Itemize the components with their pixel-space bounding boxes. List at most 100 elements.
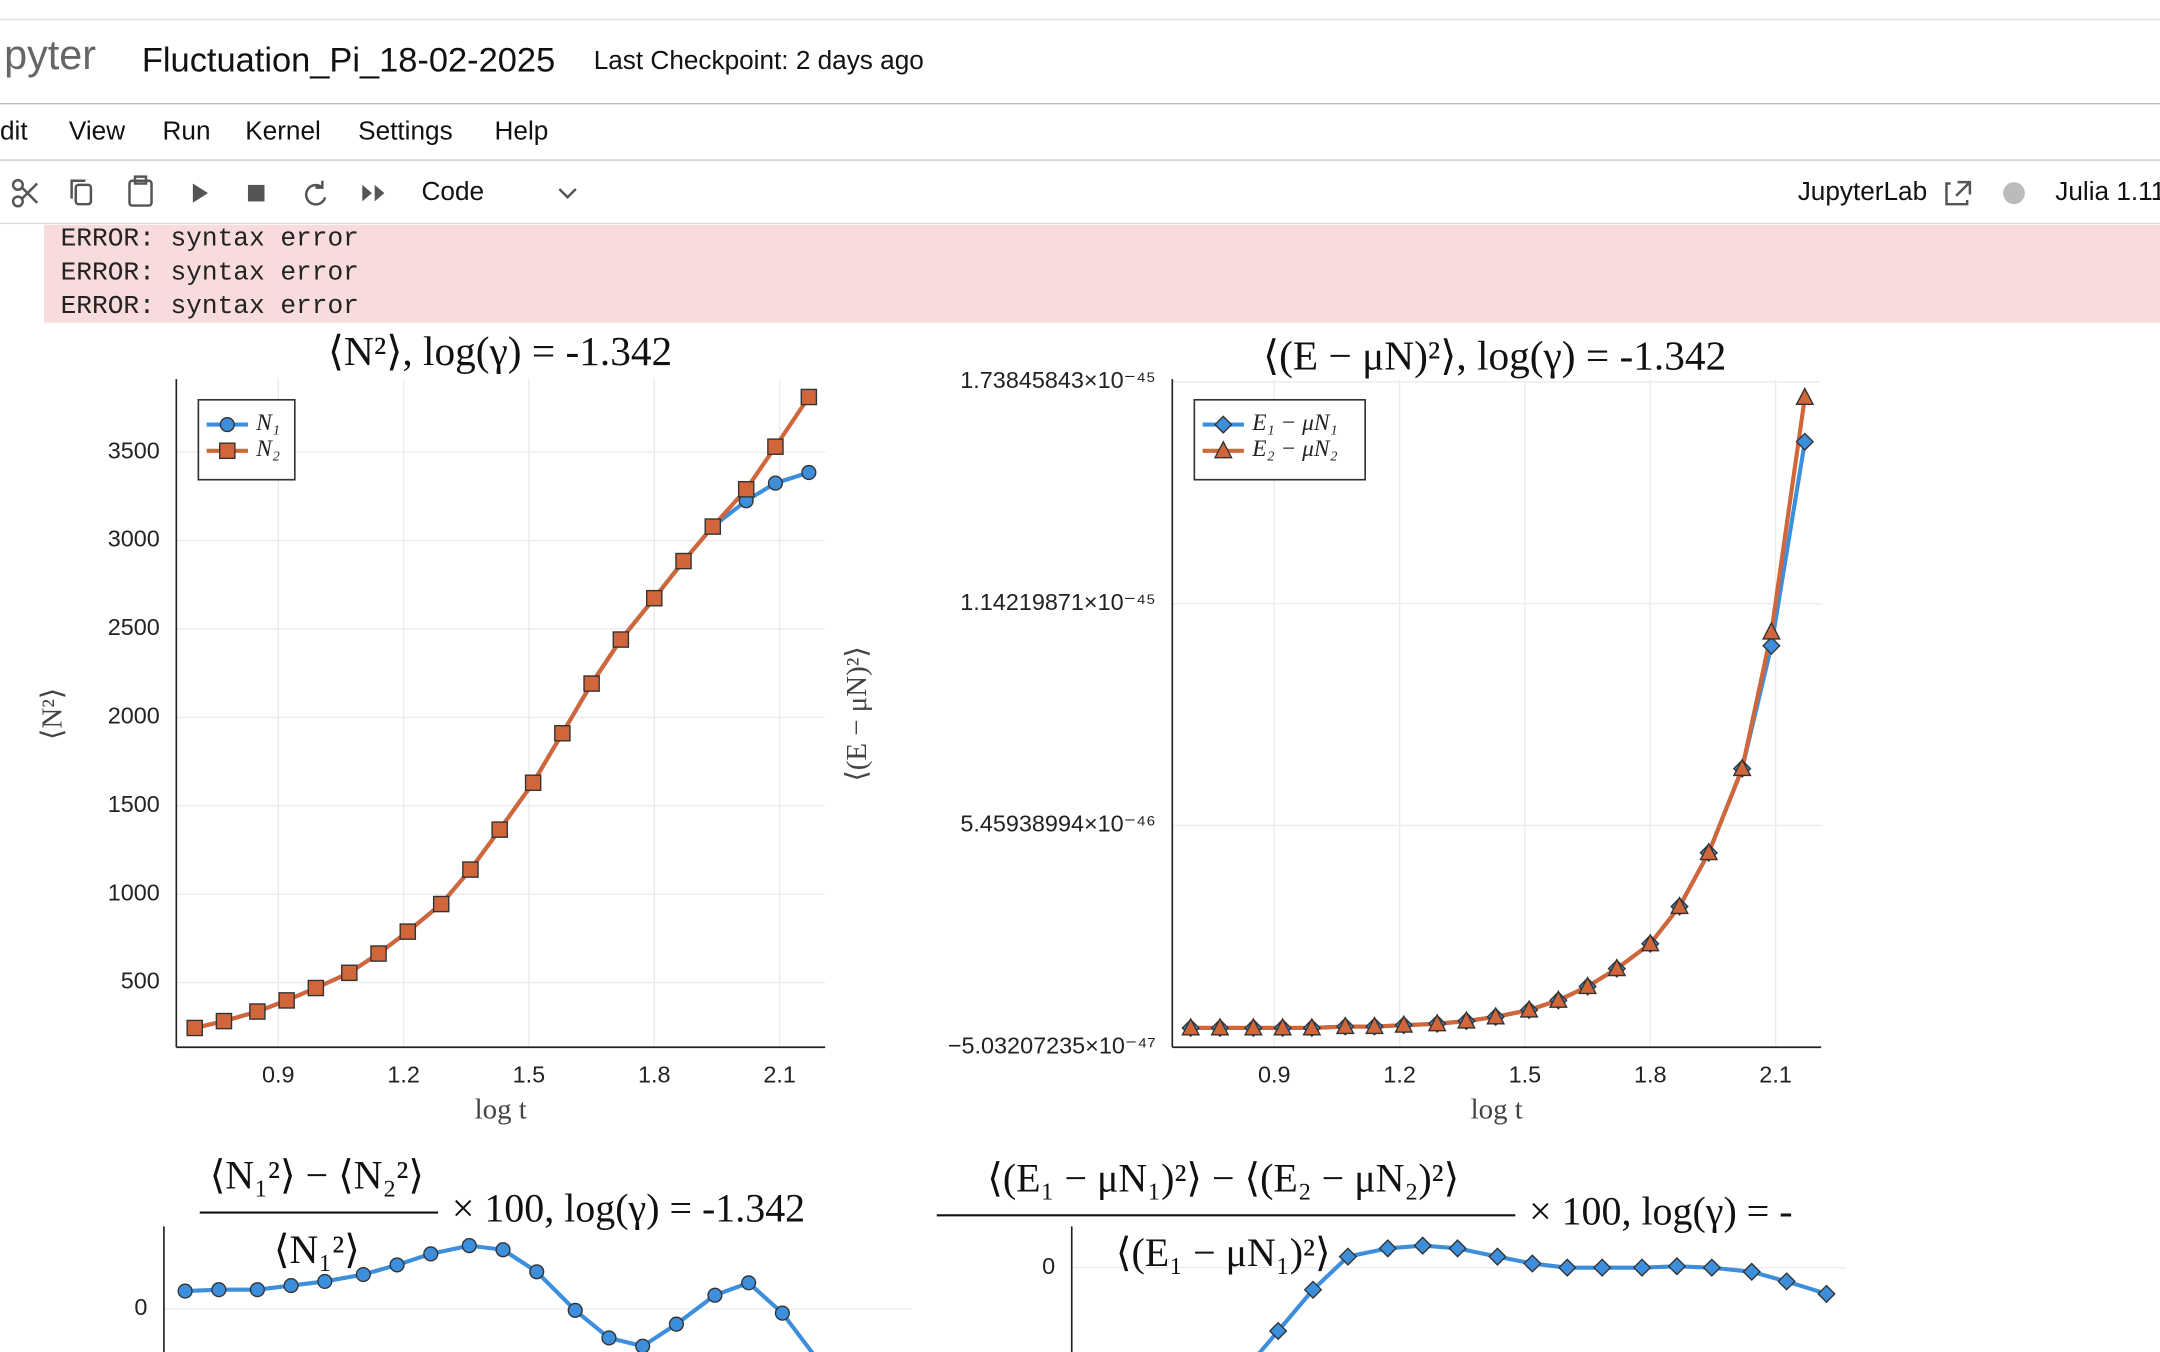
cut-button[interactable] [11, 178, 39, 208]
point [389, 1257, 405, 1273]
kernel-name[interactable]: Julia 1.11 [2055, 176, 2160, 206]
menu-item[interactable]: Settings [358, 115, 453, 145]
point [1632, 1258, 1652, 1277]
point [612, 631, 630, 648]
stop-button[interactable] [247, 184, 265, 202]
y-tick-label: 0 [1042, 1253, 1055, 1279]
point [1795, 432, 1815, 451]
point [491, 821, 508, 838]
point [1273, 1017, 1292, 1036]
menu-item[interactable]: Help [495, 115, 549, 145]
copy-button[interactable] [70, 179, 93, 206]
y-tick-label: 1500 [108, 791, 160, 817]
point [800, 388, 818, 406]
point [495, 1242, 511, 1258]
point [1762, 636, 1781, 656]
point [186, 1019, 203, 1037]
point [1732, 758, 1752, 777]
point [215, 1012, 233, 1030]
point [283, 1277, 299, 1294]
y-tick-label: 0 [134, 1294, 147, 1320]
point [1523, 1254, 1542, 1273]
title-denominator: ⟨(E₁ − μN₁)²⟩ [1116, 1230, 1331, 1275]
point [1795, 387, 1815, 406]
point [1427, 1013, 1447, 1032]
x-tick-label: 1.2 [387, 1061, 420, 1087]
chart-title: ⟨(E − μN)²⟩, log(γ) = -1.342 [1263, 332, 1726, 379]
y-tick-label: 2000 [108, 703, 160, 729]
point [567, 1302, 583, 1318]
point [249, 1003, 266, 1020]
y-tick-label: 1.73845843×10⁻⁴⁵ [960, 367, 1155, 393]
point [1667, 1257, 1687, 1276]
point [211, 1282, 227, 1298]
debugger-icon[interactable] [2003, 182, 2025, 205]
paste-button[interactable] [128, 175, 153, 207]
point [554, 724, 571, 742]
point [249, 1282, 265, 1298]
run-button[interactable] [192, 183, 209, 203]
point [1777, 1272, 1796, 1291]
point [1578, 976, 1597, 995]
point [1268, 1321, 1288, 1341]
point [462, 861, 479, 878]
legend-marker [219, 417, 235, 433]
point [583, 675, 600, 692]
run-all-button[interactable] [362, 184, 385, 202]
point [1448, 1239, 1467, 1258]
x-axis-label: log t [1471, 1094, 1523, 1126]
point [741, 1275, 757, 1291]
point [1607, 958, 1627, 977]
jupyterlab-link[interactable]: JupyterLab [1798, 176, 1927, 206]
legend-label: E₁ − μN₁ [1251, 410, 1337, 436]
dropdown-arrow[interactable] [558, 188, 577, 200]
checkpoint: Last Checkpoint: 2 days ago [594, 45, 924, 75]
y-axis-label: ⟨N²⟩ [37, 688, 69, 740]
y-tick-label: 3000 [108, 526, 160, 552]
menu-item[interactable]: Kernel [245, 115, 321, 145]
notebook-title[interactable]: Fluctuation_Pi_18-02-2025 [142, 41, 555, 79]
point [341, 964, 358, 982]
menu-item[interactable]: View [69, 115, 125, 145]
chart: 0.9 1.2 1.5 1.8 2.1 500 1000 1500 2000 2500 3000 35… [37, 328, 826, 1126]
cell-type[interactable]: Code [422, 176, 485, 206]
logo[interactable]: pyter [4, 32, 96, 78]
y-tick-label: 2500 [108, 614, 160, 640]
x-axis-label: log t [475, 1094, 527, 1126]
point [1742, 1262, 1761, 1282]
point [1243, 1017, 1263, 1036]
y-tick-label: −5.03207235×10⁻⁴⁷ [948, 1032, 1156, 1058]
point [1457, 1010, 1476, 1029]
external-link-icon[interactable] [1945, 180, 1972, 206]
point [1365, 1016, 1384, 1035]
point [399, 923, 417, 940]
x-tick-label: 2.1 [763, 1061, 796, 1087]
x-tick-label: 2.1 [1759, 1061, 1792, 1087]
menu-item[interactable]: dit [0, 115, 28, 145]
point [1762, 621, 1781, 640]
point [1640, 933, 1660, 952]
menu-bar: dit View Run Kernel Settings Help [0, 115, 548, 145]
x-tick-label: 0.9 [262, 1061, 295, 1087]
point [1519, 999, 1539, 1018]
point [1181, 1017, 1201, 1036]
point [177, 1283, 193, 1299]
restart-button[interactable] [304, 180, 327, 206]
point [675, 552, 692, 570]
menu-item[interactable]: Run [163, 115, 211, 145]
point [704, 518, 722, 535]
point [646, 589, 663, 607]
charts: 0.9 1.2 1.5 1.8 2.1 500 1000 1500 2000 2500 3000 35… [37, 328, 1846, 1352]
point [1558, 1258, 1577, 1277]
legend-label: N₂ [255, 436, 280, 462]
chart: 0 ⟨(E₁ − μN₁)²⟩ − ⟨(E₂ − μN₂)²⟩ ⟨(E₁ − μN₁… [936, 1155, 1846, 1352]
point [1548, 989, 1568, 1008]
point [1699, 842, 1719, 861]
point [1302, 1017, 1322, 1036]
point [1378, 1239, 1398, 1258]
y-axis-label: ⟨(E − μN)²⟩ [841, 646, 873, 781]
chart: 0.9 1.2 1.5 1.8 2.1 −5.03207235×10⁻⁴⁷ 5.459389… [841, 332, 1822, 1126]
point [767, 475, 784, 491]
point [355, 1266, 371, 1283]
